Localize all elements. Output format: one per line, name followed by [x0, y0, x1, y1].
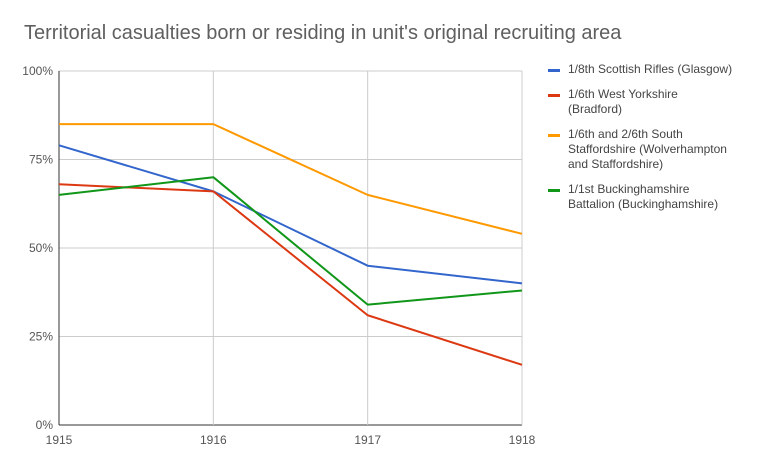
- series-line-2: [58, 183, 523, 366]
- series-lines: [58, 123, 523, 366]
- y-tick-label: 25%: [29, 330, 53, 344]
- x-tick-label: 1915: [46, 433, 73, 447]
- legend-item: 1/6th and 2/6th South Staffordshire (Wolv…: [548, 127, 753, 172]
- legend-label-line: 1/6th and 2/6th South: [568, 127, 683, 141]
- series-line-1: [58, 144, 523, 285]
- y-tick-label: 0%: [36, 418, 54, 432]
- legend-swatch: [548, 189, 560, 192]
- legend-label: 1/6th West Yorkshire (Bradford): [568, 87, 678, 117]
- x-tick-label: 1918: [509, 433, 536, 447]
- legend-label-line: Staffordshire (Wolverhampton: [568, 142, 727, 156]
- legend-label: 1/6th and 2/6th South Staffordshire (Wolv…: [568, 127, 727, 172]
- legend-swatch: [548, 134, 560, 137]
- legend-label-line: 1/6th West Yorkshire: [568, 87, 678, 101]
- y-tick-label: 75%: [29, 153, 53, 167]
- legend: 1/8th Scottish Rifles (Glasgow) 1/6th Wes…: [548, 62, 753, 222]
- x-tick-label: 1916: [200, 433, 227, 447]
- legend-label-line: 1/1st Buckinghamshire: [568, 182, 690, 196]
- legend-item: 1/1st Buckinghamshire Battalion (Buckingh…: [548, 182, 753, 212]
- y-tick-label: 50%: [29, 241, 53, 255]
- chart-title: Territorial casualties born or residing …: [24, 22, 622, 44]
- legend-label: 1/1st Buckinghamshire Battalion (Buckingh…: [568, 182, 718, 212]
- legend-label-line: (Bradford): [568, 102, 623, 116]
- series-line-4: [58, 176, 523, 306]
- y-tick-label: 100%: [22, 64, 53, 78]
- series-line-3: [59, 123, 523, 235]
- x-tick-label: 1917: [354, 433, 381, 447]
- axis-ticks: 0% 25% 50% 75% 100% 1915 1916 1917 1918: [22, 64, 535, 447]
- legend-item: 1/6th West Yorkshire (Bradford): [548, 87, 753, 117]
- legend-label-line: 1/8th Scottish Rifles (Glasgow): [568, 62, 733, 76]
- legend-label-line: and Staffordshire): [568, 157, 664, 171]
- legend-label: 1/8th Scottish Rifles (Glasgow): [568, 62, 732, 77]
- legend-swatch: [548, 94, 560, 97]
- legend-item: 1/8th Scottish Rifles (Glasgow): [548, 62, 753, 77]
- legend-label-line: Battalion (Buckinghamshire): [568, 197, 719, 211]
- legend-swatch: [548, 69, 560, 72]
